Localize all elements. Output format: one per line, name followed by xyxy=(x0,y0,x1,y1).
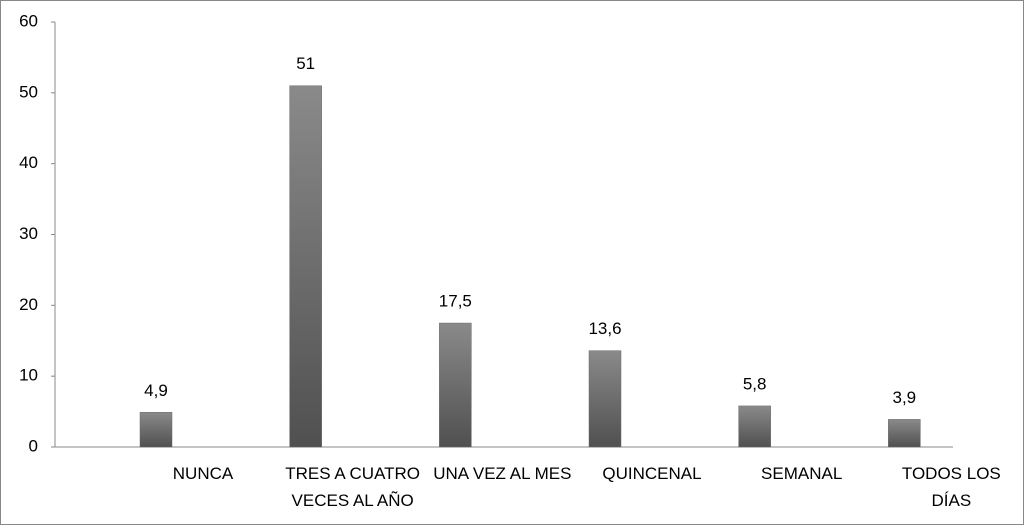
bar xyxy=(888,419,921,448)
y-tick-label: 30 xyxy=(19,224,38,243)
x-tick-label: TRES A CUATRO VECES AL AÑO xyxy=(285,464,421,510)
x-tick-label: SEMANAL xyxy=(761,464,843,483)
value-label: 13,6 xyxy=(588,319,621,338)
value-label: 3,9 xyxy=(893,388,917,407)
x-tick-label: UNA VEZ AL MES xyxy=(433,464,572,483)
bar xyxy=(738,405,771,448)
bar xyxy=(439,322,472,448)
y-tick-label: 60 xyxy=(19,11,38,30)
value-label: 5,8 xyxy=(743,374,767,393)
x-tick-label: TODOS LOS DÍAS xyxy=(901,464,1001,510)
value-label: 4,9 xyxy=(144,381,168,400)
value-label: 51 xyxy=(296,54,315,73)
y-tick-label: 0 xyxy=(29,436,38,455)
x-tick-label: NUNCA xyxy=(172,464,234,483)
y-tick-label: 50 xyxy=(19,82,38,101)
value-label: 17,5 xyxy=(439,292,472,311)
y-tick-label: 40 xyxy=(19,153,38,172)
bar xyxy=(588,350,622,448)
bar xyxy=(289,85,322,448)
x-tick-label: QUINCENAL xyxy=(602,464,702,483)
bar xyxy=(139,412,173,448)
y-tick-label: 10 xyxy=(19,366,38,385)
y-tick-label: 20 xyxy=(19,295,38,314)
